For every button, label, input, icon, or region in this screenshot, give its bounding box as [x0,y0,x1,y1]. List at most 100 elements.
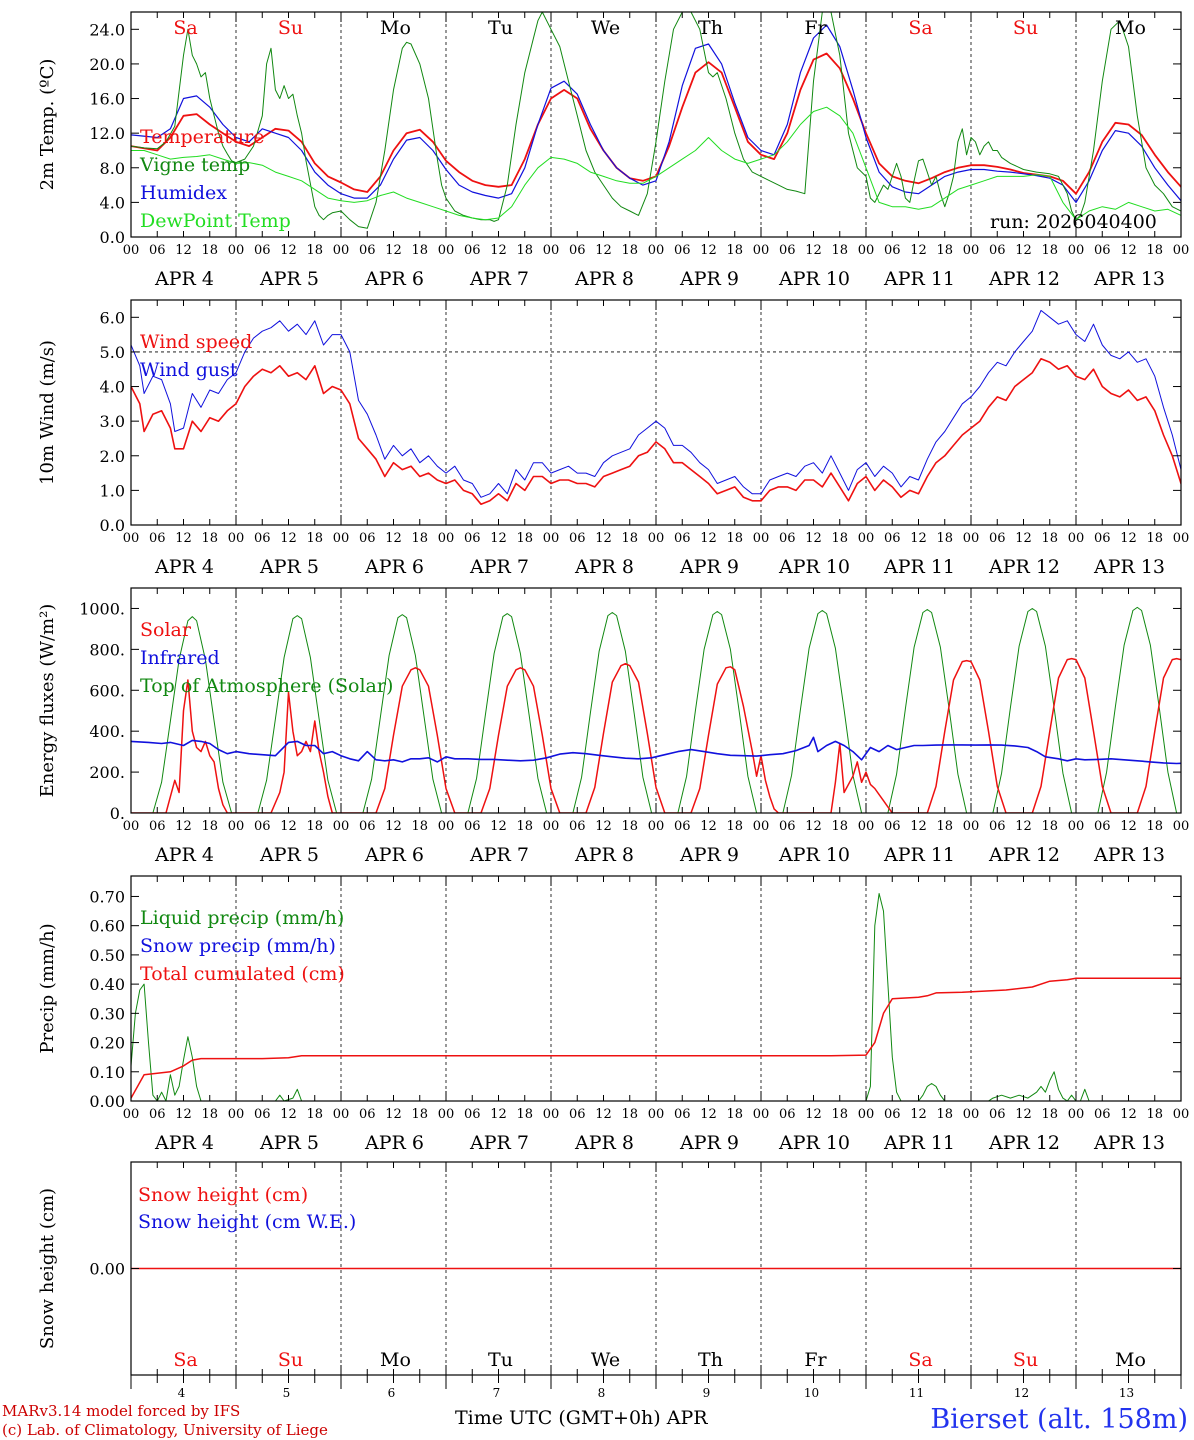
hour-tick-label: 00 [1068,819,1085,834]
hour-tick-label: 06 [779,1107,796,1122]
hour-tick-label: 12 [910,819,927,834]
series-temperature [131,52,1181,195]
date-label: APR 6 [364,844,424,866]
y-tick-label: 0.50 [89,946,125,965]
panel-energy: 0. 200. 400. 600. 800. 1000. Energy fluxes (W/… [37,587,1189,866]
hour-tick-label: 18 [621,531,638,546]
series-solar [131,657,1181,813]
hour-tick-label: 18 [936,531,953,546]
hour-tick-label: 12 [490,531,507,546]
day-number: 8 [598,1386,606,1400]
y-axis-label: 10m Wind (m/s) [37,340,58,485]
hour-tick-label: 18 [411,243,428,258]
hour-tick-label: 06 [884,1107,901,1122]
date-label: APR 11 [883,556,955,578]
date-label: APR 13 [1093,844,1165,866]
day-name: Tu [488,1349,513,1371]
y-tick-label: 0.0 [100,228,125,247]
hour-tick-label: 06 [884,243,901,258]
hour-tick-label: 00 [648,531,665,546]
hour-tick-label: 00 [333,243,350,258]
hour-tick-label: 18 [726,531,743,546]
hour-tick-label: 06 [989,1107,1006,1122]
date-label: APR 10 [778,1132,850,1154]
hour-tick-label: 18 [621,1107,638,1122]
hour-tick-label: 18 [1146,1107,1163,1122]
hour-tick-label: 00 [1173,243,1190,258]
hour-tick-label: 18 [1146,243,1163,258]
hour-tick-label: 12 [700,243,717,258]
day-number: 4 [178,1386,186,1400]
date-label: APR 8 [574,1132,634,1154]
hour-tick-label: 12 [280,531,297,546]
date-label: APR 9 [679,844,739,866]
hour-tick-label: 18 [936,819,953,834]
y-tick-label: 2.0 [100,447,125,466]
hour-tick-label: 00 [648,819,665,834]
panel-precip: 0.00 0.10 0.20 0.30 0.40 0.50 0.60 0.70 Precip (… [37,875,1189,1154]
hour-tick-label: 00 [963,1107,980,1122]
hour-tick-label: 06 [569,243,586,258]
hour-tick-label: 12 [1015,1107,1032,1122]
day-name: Su [278,17,303,39]
y-tick-label: 4.0 [100,378,125,397]
hour-tick-label: 06 [254,531,271,546]
hour-tick-label: 00 [858,531,875,546]
hour-tick-label: 18 [201,1107,218,1122]
hour-tick-label: 00 [438,243,455,258]
hour-tick-label: 00 [858,243,875,258]
hour-tick-label: 12 [490,1107,507,1122]
hour-tick-label: 00 [123,1107,140,1122]
y-tick-label: 600. [89,681,125,700]
hour-tick-label: 00 [438,819,455,834]
day-name: Tu [488,17,513,39]
day-name: Sa [908,17,932,39]
y-tick-label: 12.0 [89,124,125,143]
hour-tick-label: 00 [543,1107,560,1122]
y-tick-label: 0.30 [89,1004,125,1023]
hour-tick-label: 18 [201,243,218,258]
chart-panels: 0.0 4.0 8.0 12.0 16.0 20.0 24.0 2m Temp. (ºC) 00… [37,11,1190,1400]
plot-frame [130,11,1182,238]
date-label: APR 6 [364,1132,424,1154]
hour-tick-label: 12 [910,531,927,546]
hour-tick-label: 18 [411,819,428,834]
date-label: APR 9 [679,268,739,290]
y-tick-label: 0.70 [89,887,125,906]
hour-tick-label: 18 [516,819,533,834]
date-label: APR 11 [883,1132,955,1154]
series-liquid-precip-mm-h- [131,893,1181,1101]
hour-tick-label: 12 [280,243,297,258]
legend-label: Top of Atmosphere (Solar) [140,675,393,697]
hour-tick-label: 06 [149,819,166,834]
hour-tick-label: 06 [1094,819,1111,834]
series-vigne-temp [131,12,1181,229]
y-axis-label: Snow height (cm) [37,1188,58,1349]
hour-tick-label: 06 [359,243,376,258]
hour-tick-label: 00 [228,1107,245,1122]
date-label: APR 9 [679,556,739,578]
hour-tick-label: 12 [385,1107,402,1122]
date-label: APR 5 [259,1132,319,1154]
y-tick-label: 16.0 [89,90,125,109]
y-tick-label: 0. [110,804,125,823]
hour-tick-label: 12 [805,531,822,546]
date-label: APR 12 [988,268,1060,290]
hour-tick-label: 06 [779,819,796,834]
y-tick-label: 24.0 [89,20,125,39]
hour-tick-label: 00 [123,819,140,834]
hour-tick-label: 18 [306,243,323,258]
hour-tick-label: 00 [648,243,665,258]
hour-tick-label: 12 [1120,1107,1137,1122]
hour-tick-label: 00 [963,531,980,546]
series-group [131,12,1181,229]
hour-tick-label: 12 [280,819,297,834]
hour-tick-label: 18 [411,531,428,546]
hour-tick-label: 00 [228,531,245,546]
hour-tick-label: 18 [1041,243,1058,258]
hour-tick-label: 00 [963,243,980,258]
y-tick-label: 0.10 [89,1063,125,1082]
date-label: APR 12 [988,844,1060,866]
day-name: Fr [804,17,827,39]
